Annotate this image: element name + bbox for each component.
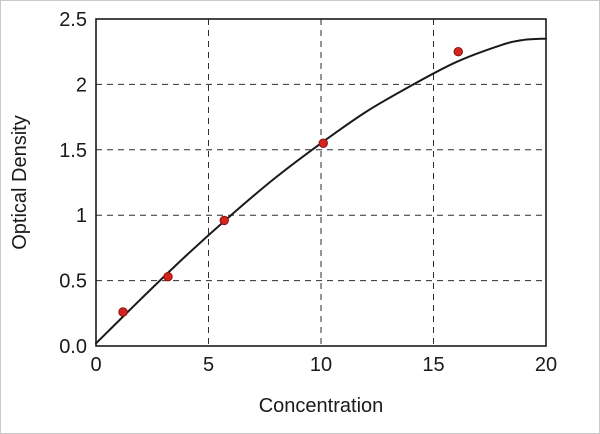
x-axis-title-wrap: Concentration [96, 392, 546, 420]
data-point [219, 215, 229, 226]
data-point [163, 271, 173, 282]
x-tick-label: 20 [535, 354, 557, 376]
y-tick-label: 0.5 [59, 271, 87, 293]
y-tick-label: 2 [76, 74, 87, 96]
fit-curve [95, 37, 547, 345]
data-point [118, 307, 128, 317]
y-tick-label: 0.0 [59, 336, 87, 358]
y-tick-label: 1.5 [59, 140, 87, 162]
y-tick-label: 2.5 [59, 9, 87, 31]
y-axis-title-wrap: Optical Density [3, 19, 37, 346]
x-tick-label: 5 [203, 354, 214, 376]
data-point [318, 138, 328, 148]
data-point [453, 47, 463, 57]
x-tick-label: 10 [310, 354, 332, 376]
y-axis-title: Optical Density [8, 115, 31, 250]
x-tick-label: 15 [422, 354, 444, 376]
x-tick-label: 0 [90, 354, 101, 376]
y-tick-label: 1 [76, 205, 87, 227]
plot-border [95, 18, 547, 347]
x-axis-title: Concentration [258, 394, 384, 417]
